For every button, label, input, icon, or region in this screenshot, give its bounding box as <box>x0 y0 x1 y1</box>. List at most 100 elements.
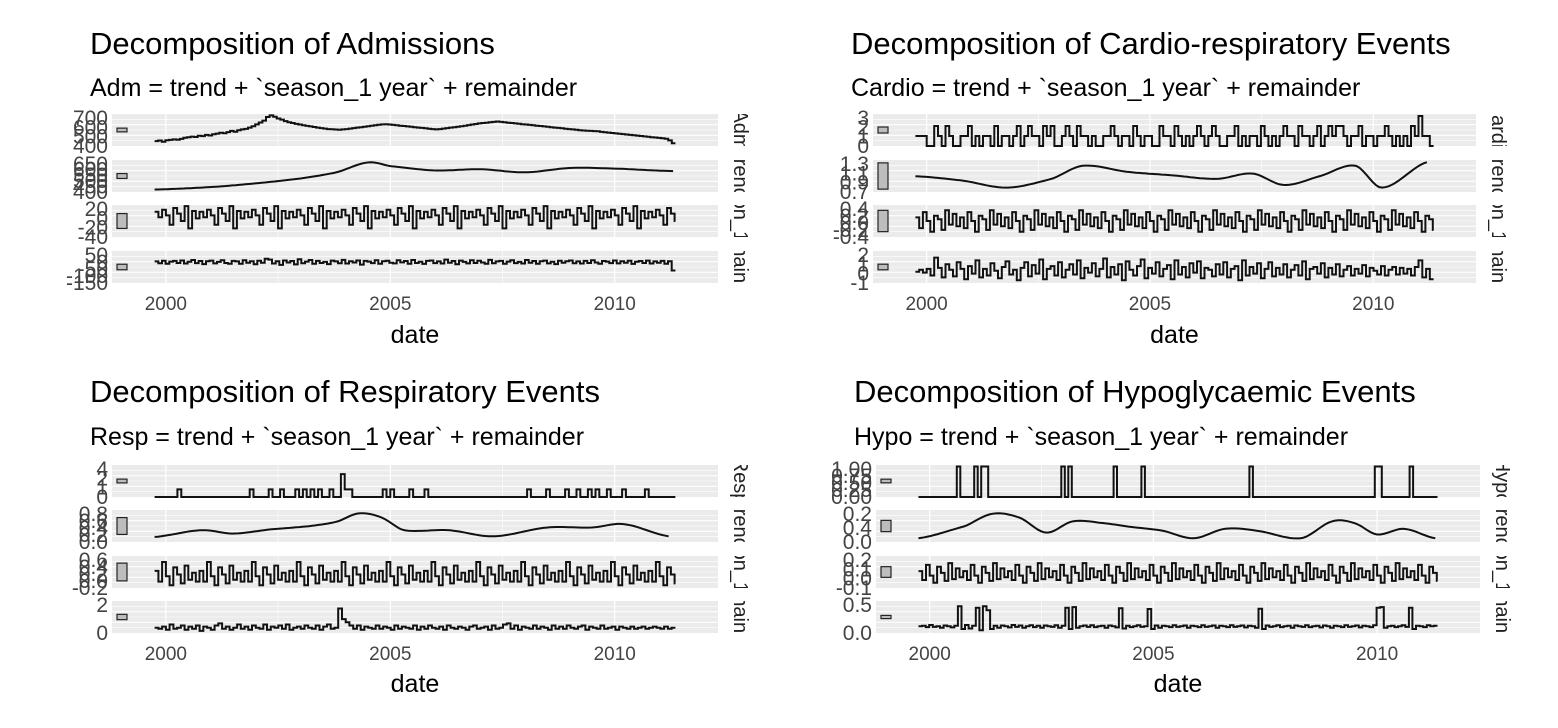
x-axis-label: date <box>1150 321 1199 349</box>
y-tick-label: 500 <box>73 126 108 149</box>
y-tick-label: -40 <box>78 226 108 249</box>
y-tick-label: 0.8 <box>79 503 108 526</box>
y-tick-label: 2 <box>96 594 108 617</box>
y-tick-label: 0 <box>96 207 108 230</box>
y-tick-label: 400 <box>73 135 108 158</box>
scale-bar <box>116 212 128 230</box>
x-tick-label: 2010 <box>1352 294 1394 315</box>
strip-clip-group: Cardio <box>1487 101 1509 160</box>
y-tick-label: 0.1 <box>843 558 872 581</box>
y-tick-label: 2 <box>857 116 869 139</box>
scale-bar <box>880 478 892 484</box>
facet-row: 1.000.750.500.250.00 Hypo <box>831 458 1513 509</box>
facet-row: 0.20.10.0-0.1 season_1 year <box>836 549 1513 600</box>
panel-title: Decomposition of Hypoglycaemic Events <box>854 374 1416 409</box>
scale-bar <box>877 162 889 190</box>
y-tick-label: 0.7 <box>840 181 869 204</box>
y-tick-label: 1 <box>96 477 108 500</box>
decomposition-panel-1: Decomposition of Admissions Adm = trend +… <box>66 26 751 349</box>
y-tick-label: 0 <box>96 486 108 509</box>
strip-clip-group: remainder <box>1487 251 1509 283</box>
y-tick-label: -1 <box>850 272 869 295</box>
facet-row: 1.31.10.90.7 trend <box>840 153 1509 204</box>
y-tick-label: 0.0 <box>843 568 872 591</box>
strip-clip-group: remainder <box>729 251 751 283</box>
scale-bar <box>877 126 889 134</box>
decomposition-panel-4: Decomposition of Hypoglycaemic Events Hyp… <box>831 374 1513 698</box>
y-tick-label: 0.50 <box>831 472 872 495</box>
y-tick-label: 1.1 <box>840 162 869 185</box>
strip-clip-group: trend <box>1487 160 1509 192</box>
y-tick-label: 3 <box>857 107 869 130</box>
y-tick-label: 2 <box>857 244 869 267</box>
y-tick-label: 0.75 <box>831 465 872 488</box>
series-line <box>918 465 1438 498</box>
scale-bar <box>880 566 892 578</box>
scale-bar <box>880 519 892 533</box>
strip-label: Hypo <box>1491 458 1513 505</box>
strip-label: remainder <box>729 572 751 662</box>
y-tick-label: -0.1 <box>836 577 872 600</box>
y-tick-label: 600 <box>73 116 108 139</box>
scale-bar <box>116 263 128 271</box>
x-tick-label: 2005 <box>369 294 411 315</box>
facet-row: 0.20.40.0 trend <box>843 503 1513 554</box>
y-tick-label: 4 <box>96 458 108 481</box>
facet-row: 2 0 remainder <box>96 572 751 662</box>
y-tick-label: 0.0 <box>79 531 108 554</box>
series-line <box>915 256 1434 282</box>
series-line <box>154 205 676 230</box>
series-line <box>154 473 676 498</box>
y-tick-label: 0.2 <box>79 524 108 547</box>
strip-label: season_1 year <box>729 506 751 638</box>
y-tick-label: 1.3 <box>840 153 869 176</box>
series-line <box>915 161 1428 189</box>
y-tick-label: 50 <box>85 244 108 267</box>
strip-label: season_1 year <box>1487 155 1509 287</box>
strip-clip-group: remainder <box>1491 601 1513 633</box>
y-tick-label: 20 <box>85 198 108 221</box>
y-tick-label: 700 <box>73 107 108 130</box>
strip-clip-group: remainder <box>729 572 751 662</box>
x-axis-label: date <box>391 321 440 349</box>
y-tick-label: -20 <box>78 217 108 240</box>
scale-bar <box>116 613 128 621</box>
y-tick-label: 0.5 <box>843 594 872 617</box>
strip-label: trend <box>729 153 751 199</box>
y-tick-label: -0.2 <box>833 219 869 242</box>
y-tick-label: 0.2 <box>843 549 872 572</box>
decomposition-panel-3: Decomposition of Respiratory Events Resp … <box>72 374 751 698</box>
y-tick-label: 650 <box>73 153 108 176</box>
strip-label: Resp <box>729 458 751 505</box>
facet-row: 200-20-40 season_1 year <box>78 155 751 287</box>
strip-label: Cardio <box>1487 101 1509 160</box>
x-tick-label: 2000 <box>905 294 947 315</box>
y-tick-label: 0.4 <box>840 198 870 221</box>
y-tick-label: -50 <box>78 258 108 281</box>
scale-bar <box>116 516 128 536</box>
y-tick-label: 600 <box>73 159 108 182</box>
strip-clip-group: season_1 year <box>729 506 751 638</box>
strip-label: season_1 year <box>729 155 751 287</box>
y-tick-label: 0 <box>857 263 869 286</box>
series-line <box>915 209 1434 233</box>
y-tick-label: 0.25 <box>831 479 872 502</box>
strip-clip-group: trend <box>1491 510 1513 542</box>
x-tick-label: 2010 <box>1356 644 1398 665</box>
strip-clip-group: season_1 year <box>1491 556 1513 588</box>
y-tick-label: 0.4 <box>843 517 873 540</box>
y-tick-label: 0.00 <box>831 486 872 509</box>
series-line <box>915 115 1434 147</box>
y-tick-label: 0.2 <box>843 503 872 526</box>
panel-subtitle: Cardio = trend + `season_1 year` + remai… <box>851 74 1360 102</box>
y-tick-label: 0.2 <box>840 205 869 228</box>
series-line <box>154 512 669 538</box>
scale-bar <box>116 562 128 582</box>
y-tick-label: -100 <box>66 265 108 288</box>
strip-clip-group: trend <box>729 510 751 542</box>
series-line <box>154 161 674 191</box>
x-tick-label: 2005 <box>1132 644 1174 665</box>
